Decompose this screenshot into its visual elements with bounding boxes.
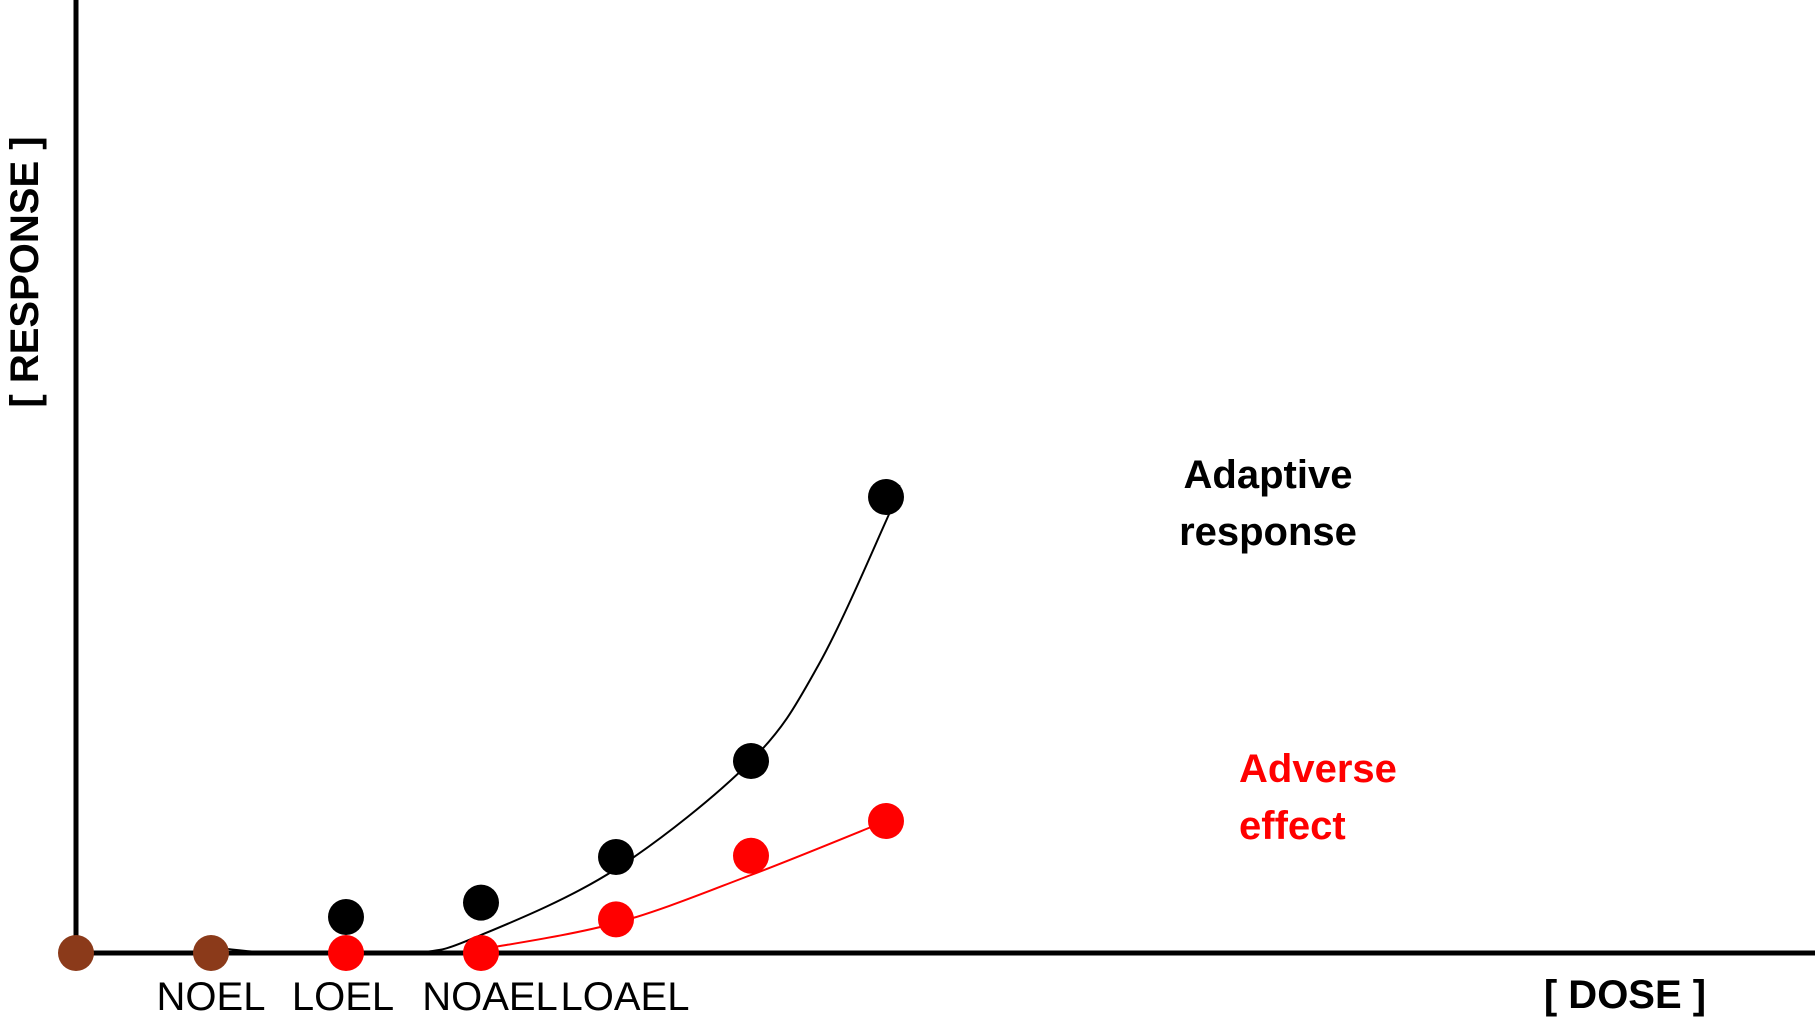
- data-point-s1-4: [868, 479, 904, 515]
- data-point-s2-4: [868, 803, 904, 839]
- x-tick-label-loael: LOAEL: [561, 975, 690, 1019]
- data-point-s2-2: [598, 901, 634, 938]
- x-tick-label-loel: LOEL: [292, 975, 394, 1019]
- points-layer: [58, 479, 904, 971]
- data-point-s0-0: [58, 935, 94, 971]
- series-label-2-line-1: effect: [1239, 804, 1346, 848]
- data-point-s1-3: [733, 743, 769, 779]
- data-point-s1-0: [328, 899, 364, 935]
- x-tick-label-noael: NOAEL: [422, 975, 558, 1019]
- series-labels: Adaptive response Adverse effect: [1179, 453, 1397, 848]
- data-point-s1-1: [463, 884, 499, 921]
- data-point-s2-0: [328, 935, 364, 971]
- series-label-2-line-0: Adverse: [1239, 747, 1397, 791]
- data-point-s0-1: [193, 935, 229, 971]
- data-point-s2-3: [733, 837, 769, 874]
- y-axis-label: [ RESPONSE ]: [3, 136, 47, 407]
- series-label-1-line-1: response: [1179, 510, 1357, 554]
- series-curve-2: [480, 820, 887, 951]
- series-label-1-line-0: Adaptive: [1184, 453, 1353, 497]
- data-point-s1-2: [598, 839, 634, 875]
- x-tick-label-noel: NOEL: [157, 975, 266, 1019]
- x-tick-labels: NOEL LOEL NOAEL LOAEL: [157, 975, 690, 1019]
- x-axis-label: [ DOSE ]: [1544, 973, 1706, 1017]
- data-point-s2-1: [463, 935, 499, 971]
- series-curve-1: [210, 484, 901, 956]
- curves-layer: [210, 484, 901, 956]
